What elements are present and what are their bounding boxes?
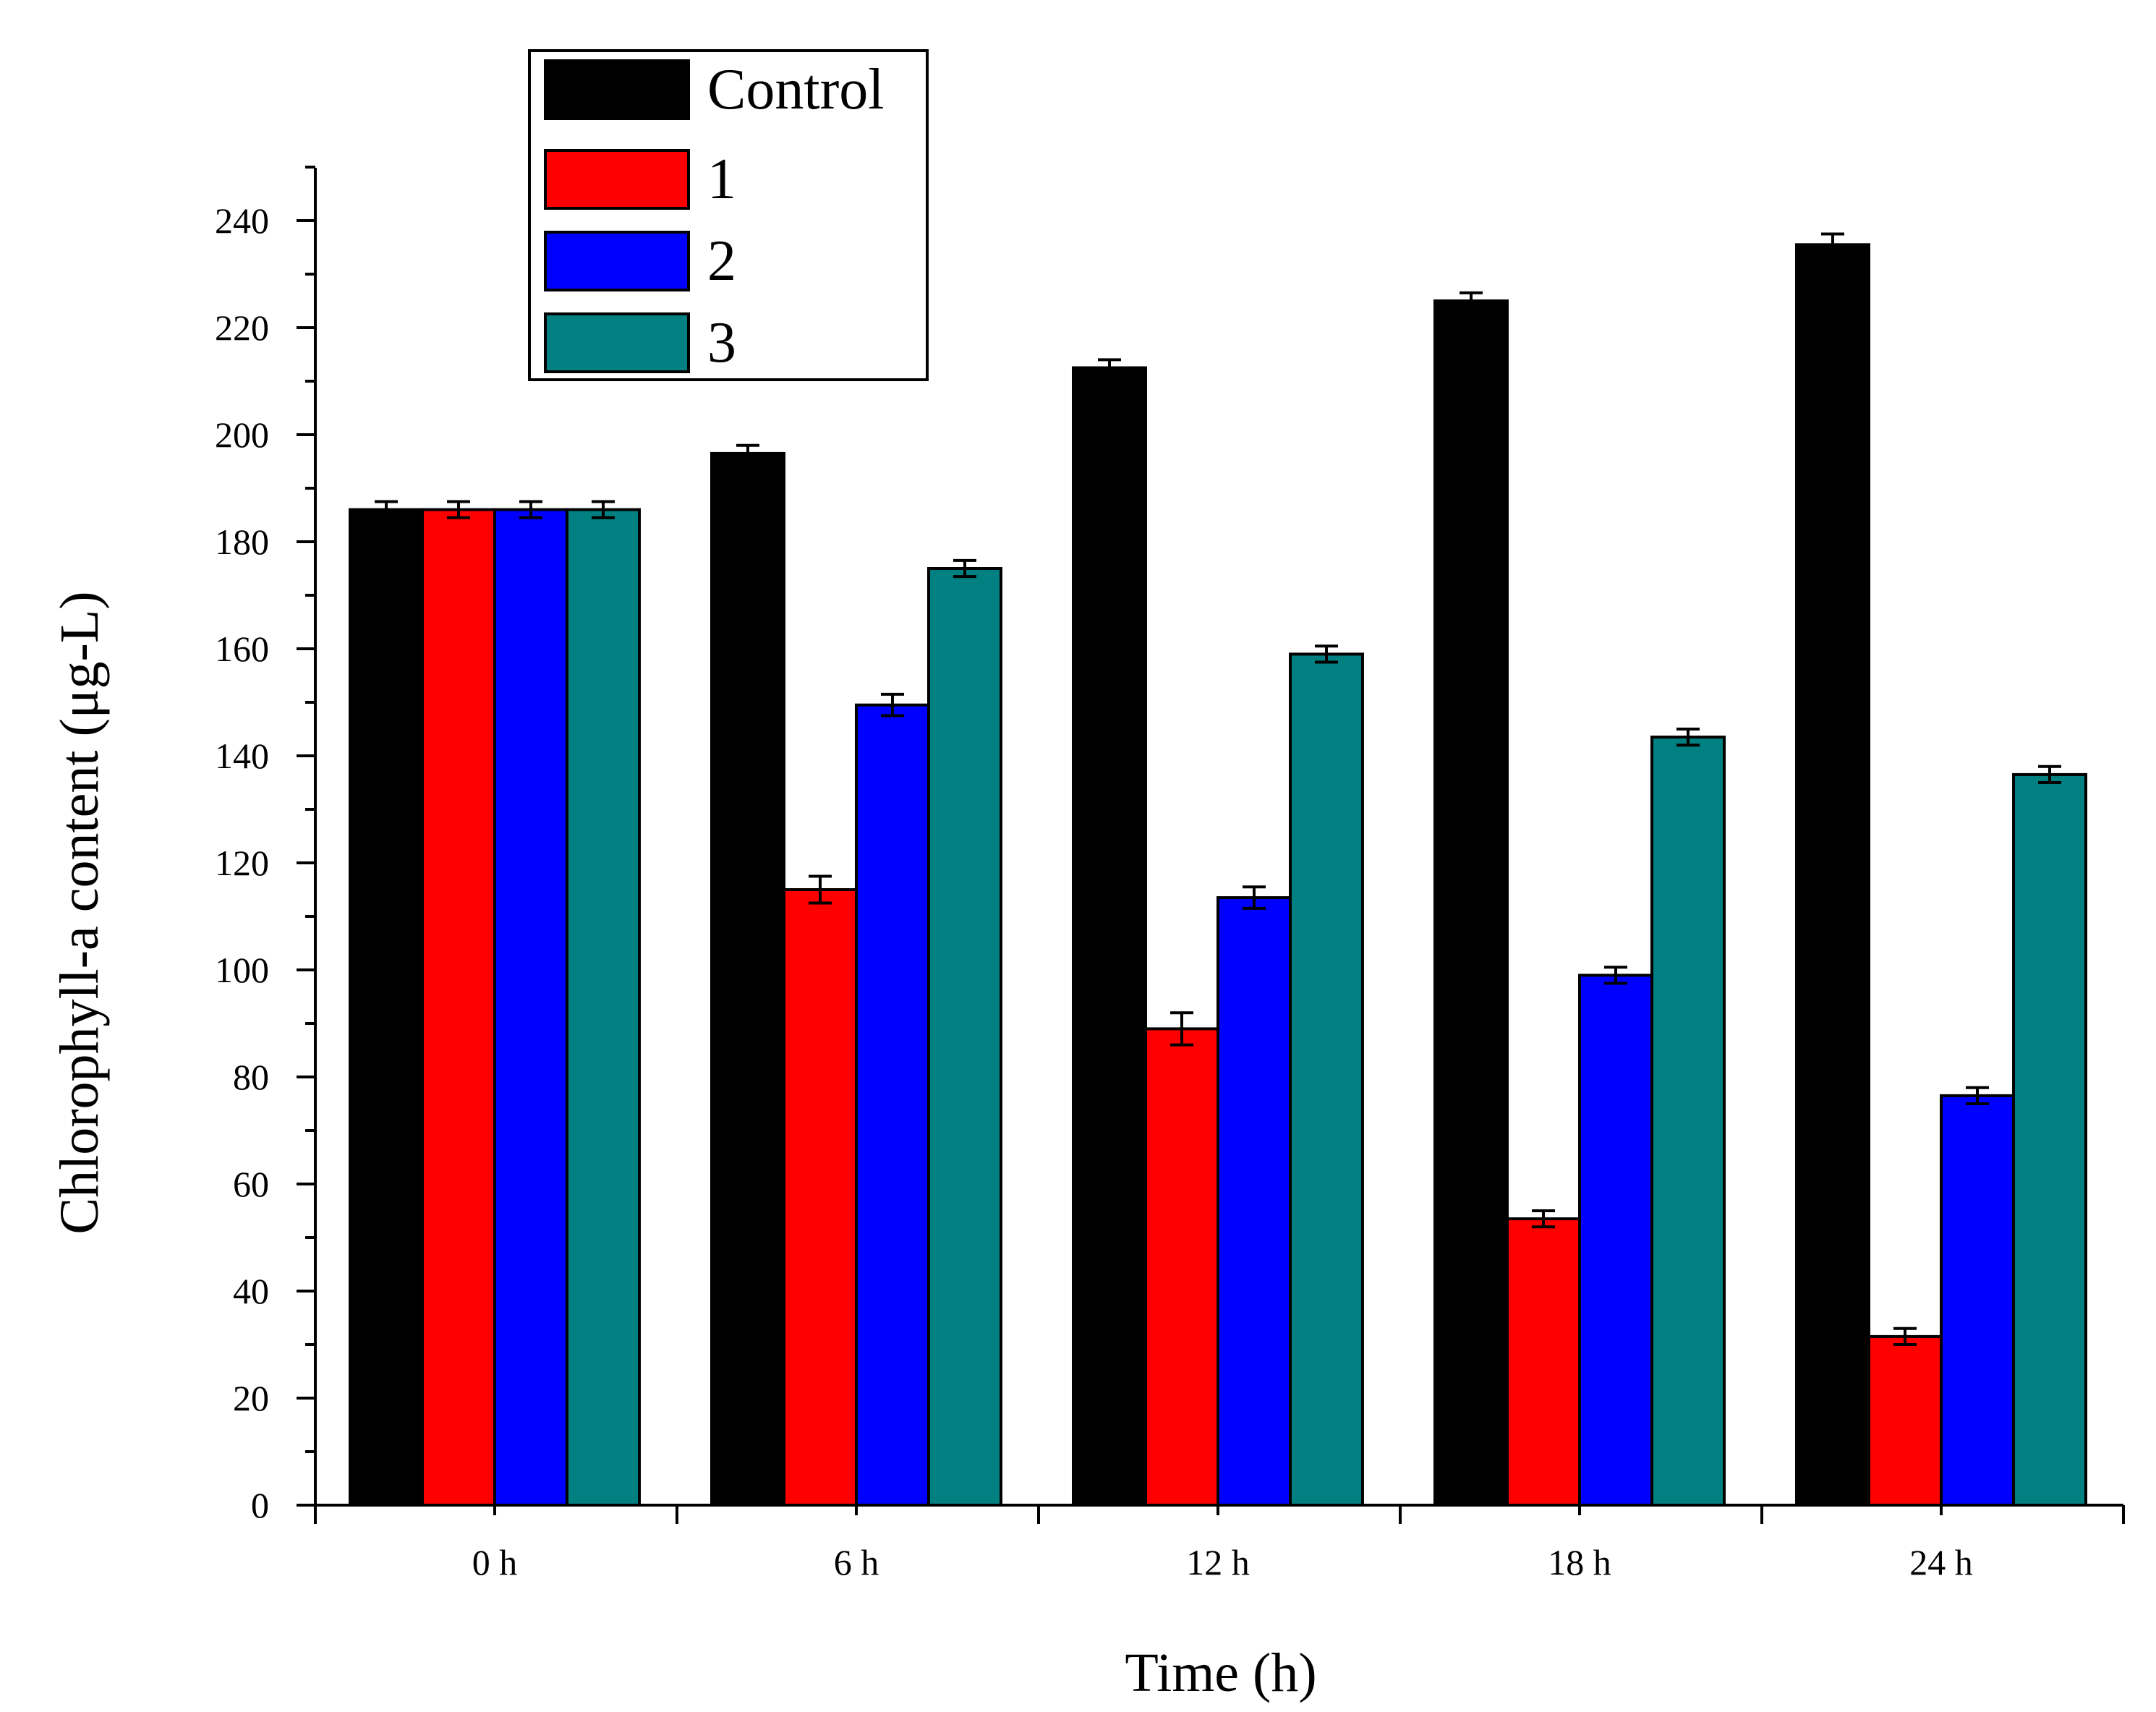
- y-tick-label: 180: [215, 521, 269, 562]
- legend-swatch: [544, 312, 690, 373]
- bar-2-6-h: [855, 703, 930, 1507]
- bar-control-24-h: [1795, 243, 1870, 1507]
- legend-swatch: [544, 231, 690, 291]
- bar-3-12-h: [1289, 652, 1364, 1507]
- error-bar-1-12-h: [1170, 1011, 1193, 1047]
- bar-2-18-h: [1578, 974, 1653, 1507]
- bar-control-18-h: [1433, 299, 1509, 1507]
- x-tick-label: 24 h: [1909, 1542, 1973, 1583]
- y-tick-label: 100: [215, 950, 269, 990]
- y-tick-label: 160: [215, 629, 269, 669]
- bar-1-18-h: [1506, 1217, 1581, 1507]
- legend-label: 3: [707, 311, 736, 375]
- bar-control-0-h: [349, 508, 424, 1507]
- legend-label: 2: [707, 229, 736, 293]
- error-bar-1-24-h: [1893, 1326, 1917, 1346]
- error-bar-1-18-h: [1532, 1209, 1555, 1229]
- error-bar-2-0-h: [519, 500, 542, 519]
- error-bar-2-18-h: [1604, 966, 1627, 985]
- y-tick-label: 80: [233, 1057, 269, 1097]
- x-ticks: 0 h 6 h 12 h 18 h 24 h: [314, 1505, 2125, 1583]
- bar-1-6-h: [783, 888, 858, 1507]
- y-tick-label: 0: [251, 1485, 269, 1525]
- error-bar-control-24-h: [1821, 232, 1844, 257]
- y-tick-label: 40: [233, 1271, 269, 1311]
- bar-control-12-h: [1072, 366, 1147, 1507]
- error-bar-3-12-h: [1315, 644, 1338, 664]
- y-axis-title: Chlorophyll-a content (μg-L): [49, 591, 110, 1234]
- bar-control-6-h: [710, 451, 785, 1507]
- bar-3-24-h: [2012, 772, 2087, 1507]
- bar-3-6-h: [927, 567, 1002, 1507]
- bar-1-0-h: [421, 508, 496, 1507]
- bar-2-24-h: [1940, 1094, 2015, 1507]
- error-bar-1-6-h: [809, 874, 832, 905]
- error-bar-control-12-h: [1098, 358, 1121, 378]
- error-bar-control-6-h: [736, 443, 759, 463]
- legend-item-control: Control: [544, 58, 884, 122]
- y-tick-label: 200: [215, 414, 269, 455]
- error-bar-2-12-h: [1243, 885, 1266, 910]
- error-bar-3-18-h: [1676, 728, 1700, 747]
- legend-item-2: 2: [544, 229, 736, 293]
- error-bars-layer: [375, 232, 2061, 1346]
- error-bar-2-24-h: [1966, 1086, 1989, 1105]
- bar-1-24-h: [1867, 1334, 1943, 1507]
- y-tick-label: 240: [215, 200, 269, 241]
- bar-3-18-h: [1650, 736, 1726, 1507]
- error-bar-3-6-h: [953, 558, 976, 579]
- legend-item-3: 3: [544, 311, 736, 375]
- bars-layer: [349, 243, 2087, 1507]
- x-axis-title: Time (h): [1125, 1643, 1316, 1703]
- legend-item-1: 1: [544, 148, 736, 211]
- y-tick-label: 60: [233, 1164, 269, 1204]
- bar-2-0-h: [493, 508, 568, 1507]
- legend-swatch: [544, 59, 690, 120]
- x-tick-label: 18 h: [1548, 1542, 1611, 1583]
- bar-2-12-h: [1217, 896, 1292, 1507]
- x-tick-label: 6 h: [834, 1542, 879, 1583]
- legend: Control 1 2 3: [528, 49, 929, 381]
- error-bar-3-24-h: [2038, 765, 2061, 784]
- legend-label: 1: [707, 148, 736, 211]
- x-tick-label: 0 h: [472, 1542, 518, 1583]
- y-tick-label: 120: [215, 843, 269, 883]
- error-bar-control-18-h: [1460, 291, 1483, 311]
- bar-3-0-h: [566, 508, 641, 1507]
- y-tick-label: 20: [233, 1378, 269, 1418]
- y-tick-label: 220: [215, 307, 269, 348]
- error-bar-3-0-h: [592, 500, 615, 519]
- x-tick-label: 12 h: [1186, 1542, 1250, 1583]
- legend-label: Control: [707, 58, 884, 122]
- error-bar-control-0-h: [375, 500, 398, 519]
- y-ticks: 0 20 40 60 80 100 120 140 160 180 200 220 240: [215, 166, 315, 1525]
- error-bar-1-0-h: [447, 500, 470, 519]
- bar-1-12-h: [1144, 1027, 1219, 1507]
- y-tick-label: 140: [215, 736, 269, 776]
- error-bar-2-6-h: [881, 692, 904, 717]
- legend-swatch: [544, 149, 690, 210]
